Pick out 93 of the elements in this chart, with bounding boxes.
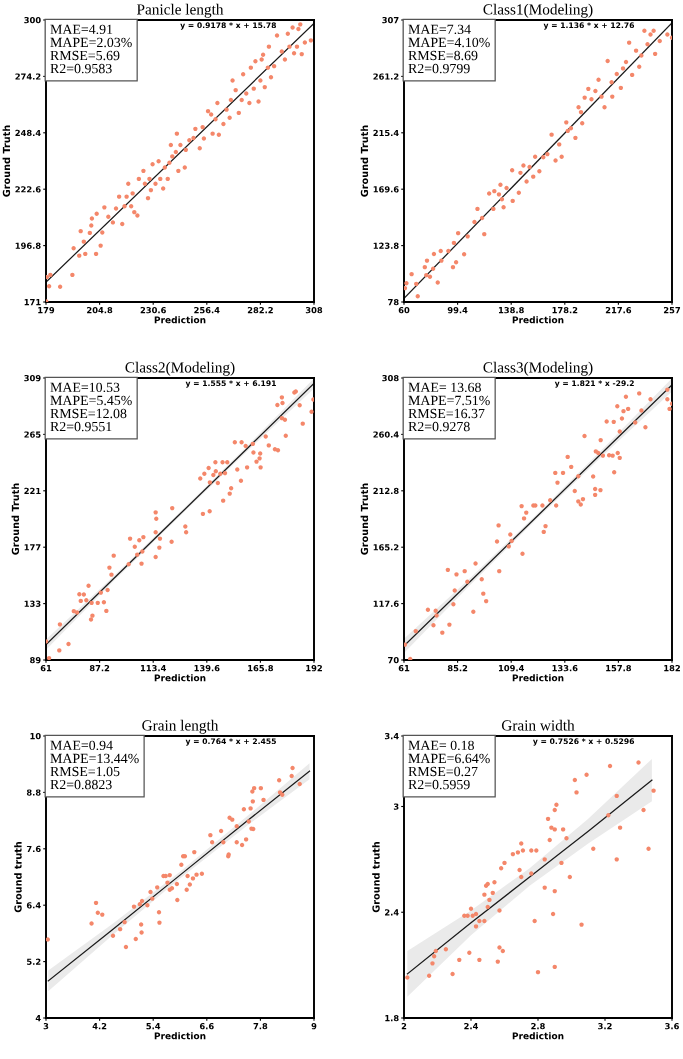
y-tick-label: 3 xyxy=(393,803,399,810)
x-tick-label: 87.2 xyxy=(89,665,110,672)
x-tick-label: 282.2 xyxy=(247,307,273,314)
y-tick-label: 7.6 xyxy=(26,845,41,853)
x-tick-label: 256.4 xyxy=(194,307,220,314)
chart-title: Class2(Modeling) xyxy=(125,361,235,376)
y-tick-label: 196.8 xyxy=(15,242,41,249)
y-tick-label: 117.6 xyxy=(373,600,399,607)
x-tick-label: 3 xyxy=(43,1023,49,1030)
chart-title: Panicle length xyxy=(136,3,224,18)
y-tick-label: 212.8 xyxy=(373,487,399,495)
x-tick-label: 138.8 xyxy=(498,307,524,314)
chart-title: Class3(Modeling) xyxy=(483,361,593,376)
x-tick-label: 6.6 xyxy=(199,1023,214,1030)
y-tick-label: 308 xyxy=(382,374,399,382)
y-tick-label: 133 xyxy=(24,600,41,607)
x-tick-label: 157.8 xyxy=(606,665,632,672)
y-tick-label: 307 xyxy=(382,16,399,24)
x-tick-label: 3.6 xyxy=(665,1023,679,1030)
y-tick-label: 222.6 xyxy=(15,186,41,193)
x-tick-label: 109.4 xyxy=(498,665,524,672)
x-tick-label: 133.6 xyxy=(552,665,578,672)
y-tick-label: 70 xyxy=(388,656,399,664)
x-tick-label: 192 xyxy=(306,665,322,672)
annotation: MAE= 13.68 MAPE=7.51% RMSE=16.37 R2=0.9278 xyxy=(408,382,490,432)
annotation: MAE=7.34 MAPE=4.10% RMSE=8.69 R2=0.9799 xyxy=(408,24,490,74)
annotation: MAE=4.91 MAPE=2.03% RMSE=5.69 R2=0.9583 xyxy=(50,24,132,74)
y-tick-label: 274.2 xyxy=(15,73,41,80)
x-tick-label: 257 xyxy=(663,307,681,314)
annotation: MAE= 0.18 MAPE=6.64% RMSE=0.27 R2=0.5959 xyxy=(408,740,490,790)
y-tick-label: 1.8 xyxy=(385,1014,399,1022)
y-tick-label: 8.8 xyxy=(26,789,41,796)
x-tick-label: 3.2 xyxy=(598,1023,612,1030)
x-axis-title: Prediction xyxy=(512,1032,564,1040)
y-tick-label: 309 xyxy=(24,374,41,382)
annotation: MAE=0.94 MAPE=13.44% RMSE=1.05 R2=0.8823 xyxy=(50,740,139,790)
y-axis-title: Ground truth xyxy=(372,841,380,913)
x-tick-label: 217.6 xyxy=(605,307,632,314)
x-tick-label: 5.4 xyxy=(146,1023,161,1030)
x-tick-label: 308 xyxy=(305,307,323,314)
y-tick-label: 89 xyxy=(30,656,41,664)
x-axis-title: Prediction xyxy=(512,674,564,682)
x-tick-label: 2.8 xyxy=(531,1023,545,1030)
y-tick-label: 165.2 xyxy=(373,544,399,551)
y-tick-label: 215.4 xyxy=(373,129,399,137)
y-axis-title: Ground Truth xyxy=(11,483,20,555)
x-tick-label: 113.4 xyxy=(140,665,166,672)
x-tick-label: 85.2 xyxy=(447,665,468,672)
x-tick-label: 7.8 xyxy=(253,1023,268,1030)
x-tick-label: 9 xyxy=(311,1023,317,1030)
chart-title: Class1(Modeling) xyxy=(483,3,593,18)
y-axis-title: Ground Truth xyxy=(360,483,369,555)
x-tick-label: 61 xyxy=(40,665,52,672)
y-axis-title: Ground Truth xyxy=(2,125,11,197)
y-axis-title: Ground truth xyxy=(14,841,22,913)
annotation: MAE=10.53 MAPE=5.45% RMSE=12.08 R2=0.9551 xyxy=(50,382,132,432)
x-tick-label: 204.8 xyxy=(87,307,113,314)
chart-title: Grain length xyxy=(142,719,219,734)
x-axis-title: Prediction xyxy=(154,316,206,324)
y-tick-label: 6.4 xyxy=(26,902,41,909)
x-tick-label: 99.4 xyxy=(447,307,468,314)
y-tick-label: 261.2 xyxy=(373,73,399,80)
chart-title: Grain width xyxy=(501,719,575,731)
y-tick-label: 260.4 xyxy=(373,431,399,438)
y-tick-label: 248.4 xyxy=(15,129,41,137)
y-tick-label: 169.6 xyxy=(373,186,399,193)
x-tick-label: 179 xyxy=(38,307,55,314)
x-tick-label: 60 xyxy=(398,307,410,314)
y-tick-label: 265 xyxy=(24,431,41,438)
x-tick-label: 182 xyxy=(664,665,680,672)
x-axis-title: Prediction xyxy=(154,674,206,682)
x-tick-label: 178.2 xyxy=(552,307,578,314)
y-tick-label: 78 xyxy=(388,298,399,306)
x-tick-label: 4.2 xyxy=(92,1023,107,1030)
x-tick-label: 139.6 xyxy=(194,665,220,672)
y-tick-label: 171 xyxy=(24,299,41,306)
x-tick-label: 2.4 xyxy=(464,1023,478,1030)
x-tick-label: 61 xyxy=(398,665,410,672)
y-tick-label: 5.2 xyxy=(27,958,41,965)
y-tick-label: 10 xyxy=(30,732,41,740)
x-axis-title: Prediction xyxy=(154,1032,206,1040)
y-tick-label: 3.4 xyxy=(384,732,399,740)
x-tick-label: 2 xyxy=(401,1023,407,1030)
y-tick-label: 2.4 xyxy=(385,909,399,916)
y-tick-label: 4 xyxy=(35,1015,41,1022)
y-tick-label: 177 xyxy=(24,544,41,551)
y-tick-label: 123.8 xyxy=(373,242,399,249)
x-axis-title: Prediction xyxy=(512,316,564,324)
x-tick-label: 165.8 xyxy=(248,665,274,672)
x-tick-label: 230.6 xyxy=(140,307,166,314)
y-axis-title: Ground Truth xyxy=(360,125,369,197)
y-tick-label: 221 xyxy=(24,487,41,494)
y-tick-label: 300 xyxy=(24,16,41,24)
